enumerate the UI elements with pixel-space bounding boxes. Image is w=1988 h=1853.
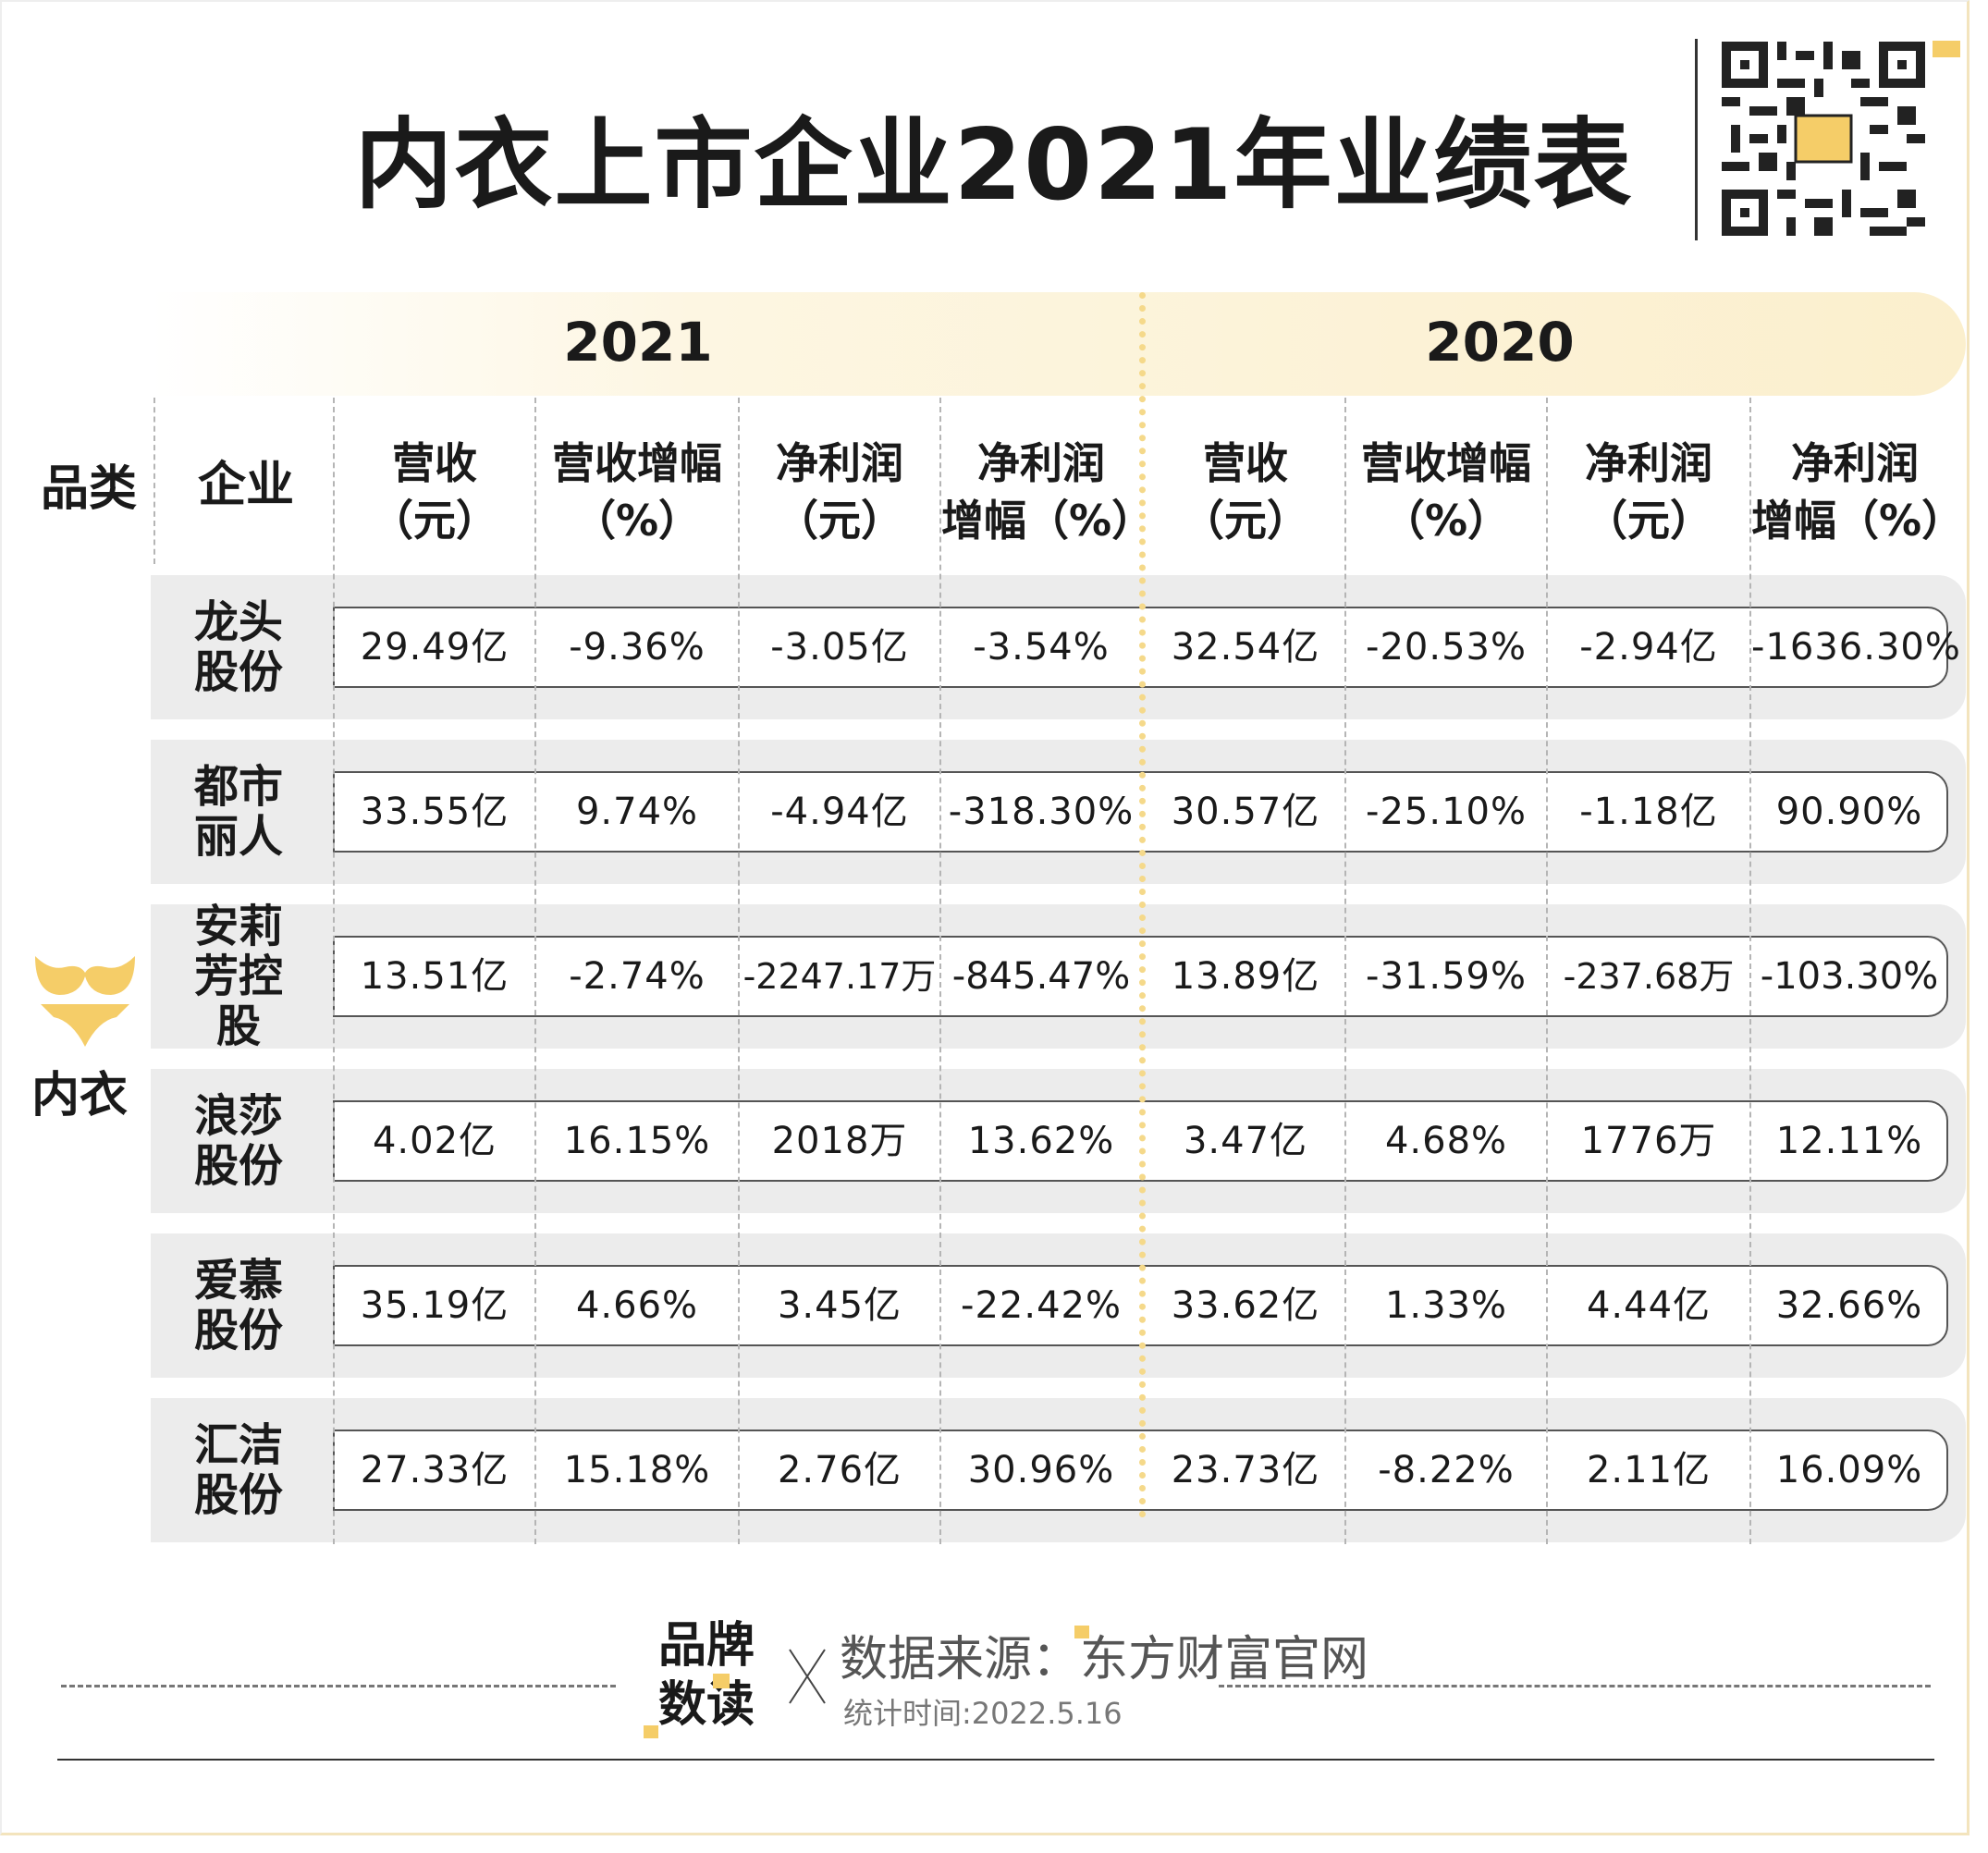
- stat-time: 统计时间:2022.5.16: [843, 1696, 1123, 1731]
- bra-icon: [35, 956, 135, 1047]
- table-cell: 2018万: [771, 1120, 908, 1162]
- table-cell: 13.62%: [967, 1120, 1115, 1162]
- qr-divider: [1695, 39, 1698, 240]
- table-cell: -8.22%: [1378, 1449, 1515, 1491]
- header-col-1: 营收 （元）: [371, 438, 498, 546]
- table-cell: -20.53%: [1366, 626, 1527, 669]
- header-col-8: 净利润 增幅（%）: [1751, 438, 1965, 546]
- column-separator: [939, 398, 941, 1544]
- table-cell: -2247.17万: [742, 956, 937, 997]
- brand-accent: [644, 1725, 658, 1738]
- column-separator: [1344, 398, 1346, 1544]
- table-cell: 32.54亿: [1171, 626, 1320, 669]
- column-separator: [1749, 398, 1751, 1544]
- table-cell: -318.30%: [948, 791, 1135, 833]
- company-name: 龙头股份: [193, 596, 283, 698]
- header-col-2: 营收增幅 （%）: [552, 438, 722, 546]
- table-cell: 35.19亿: [360, 1284, 509, 1327]
- table-cell: 1776万: [1580, 1120, 1717, 1162]
- company-name: 爱慕股份: [193, 1255, 283, 1356]
- year-header-band: [151, 292, 1966, 396]
- year-2020-label: 2020: [1425, 311, 1575, 374]
- page-title: 内衣上市企业2021年业绩表: [354, 108, 1634, 222]
- table-cell: 27.33亿: [360, 1449, 509, 1491]
- table-cell: 4.02亿: [372, 1120, 497, 1162]
- table-cell: -25.10%: [1366, 791, 1527, 833]
- brand-accent: [713, 1674, 730, 1688]
- cross-icon: [789, 1649, 826, 1704]
- table-cell: -2.74%: [569, 955, 706, 998]
- table-cell: 33.55亿: [360, 791, 509, 833]
- table-cell: 32.66%: [1775, 1284, 1923, 1327]
- company-name: 都市丽人: [193, 761, 283, 863]
- footer-dashed-line: [1219, 1685, 1931, 1687]
- header-category: 品类: [40, 461, 137, 517]
- table-cell: 16.09%: [1775, 1449, 1923, 1491]
- category-label: 内衣: [31, 1068, 129, 1123]
- header-col-7: 净利润 （元）: [1585, 438, 1712, 546]
- column-separator: [333, 398, 335, 1544]
- company-name: 汇洁股份: [193, 1419, 283, 1521]
- brand-logo: 品牌数读: [658, 1618, 755, 1733]
- table-cell: -3.54%: [973, 626, 1110, 669]
- table-cell: 29.49亿: [360, 626, 509, 669]
- table-cell: 13.89亿: [1171, 955, 1320, 998]
- table-cell: 3.45亿: [777, 1284, 902, 1327]
- table-cell: 30.96%: [967, 1449, 1115, 1491]
- header-col-6: 营收增幅 （%）: [1361, 438, 1531, 546]
- qr-code-icon: [1722, 42, 1925, 236]
- data-source: 数据来源：东方财富官网: [840, 1632, 1369, 1687]
- footer-dashed-line: [61, 1685, 616, 1687]
- table-cell: -2.94亿: [1579, 626, 1718, 669]
- corner-tab: [1933, 41, 1960, 57]
- company-name: 安莉芳控股: [193, 901, 283, 1052]
- table-cell: -4.94亿: [770, 791, 909, 833]
- table-cell: 4.44亿: [1586, 1284, 1712, 1327]
- table-cell: -845.47%: [951, 955, 1131, 998]
- table-cell: 13.51亿: [360, 955, 509, 998]
- table-cell: 23.73亿: [1171, 1449, 1320, 1491]
- table-cell: -3.05亿: [770, 626, 909, 669]
- table-cell: -9.36%: [569, 626, 706, 669]
- column-separator: [153, 398, 155, 564]
- year-2021-label: 2021: [563, 311, 713, 374]
- header-company: 企业: [197, 458, 294, 513]
- column-separator: [534, 398, 536, 1544]
- company-name: 浪莎股份: [193, 1090, 283, 1192]
- table-cell: 2.76亿: [777, 1449, 902, 1491]
- header-col-3: 净利润 （元）: [776, 438, 903, 546]
- table-cell: 3.47亿: [1183, 1120, 1308, 1162]
- table-cell: 4.66%: [575, 1284, 699, 1327]
- table-cell: 16.15%: [563, 1120, 711, 1162]
- table-cell: 12.11%: [1775, 1120, 1923, 1162]
- header-col-5: 营收 （元）: [1182, 438, 1309, 546]
- table-cell: 90.90%: [1775, 791, 1923, 833]
- table-cell: 33.62亿: [1171, 1284, 1320, 1327]
- column-separator: [738, 398, 740, 1544]
- table-cell: 30.57亿: [1171, 791, 1320, 833]
- header-col-4: 净利润 增幅（%）: [941, 438, 1155, 546]
- year-divider: [1139, 292, 1146, 1518]
- footer-rule: [57, 1759, 1934, 1761]
- table-cell: 2.11亿: [1586, 1449, 1712, 1491]
- table-cell: -1636.30%: [1751, 626, 1961, 669]
- table-cell: 1.33%: [1384, 1284, 1508, 1327]
- brand-accent: [1074, 1626, 1089, 1638]
- table-cell: -237.68万: [1563, 956, 1735, 997]
- table-cell: -22.42%: [961, 1284, 1122, 1327]
- table-cell: 9.74%: [575, 791, 699, 833]
- table-cell: -1.18亿: [1579, 791, 1718, 833]
- table-cell: -31.59%: [1366, 955, 1527, 998]
- table-cell: -103.30%: [1760, 955, 1939, 998]
- column-separator: [1546, 398, 1548, 1544]
- table-cell: 4.68%: [1384, 1120, 1508, 1162]
- table-cell: 15.18%: [563, 1449, 711, 1491]
